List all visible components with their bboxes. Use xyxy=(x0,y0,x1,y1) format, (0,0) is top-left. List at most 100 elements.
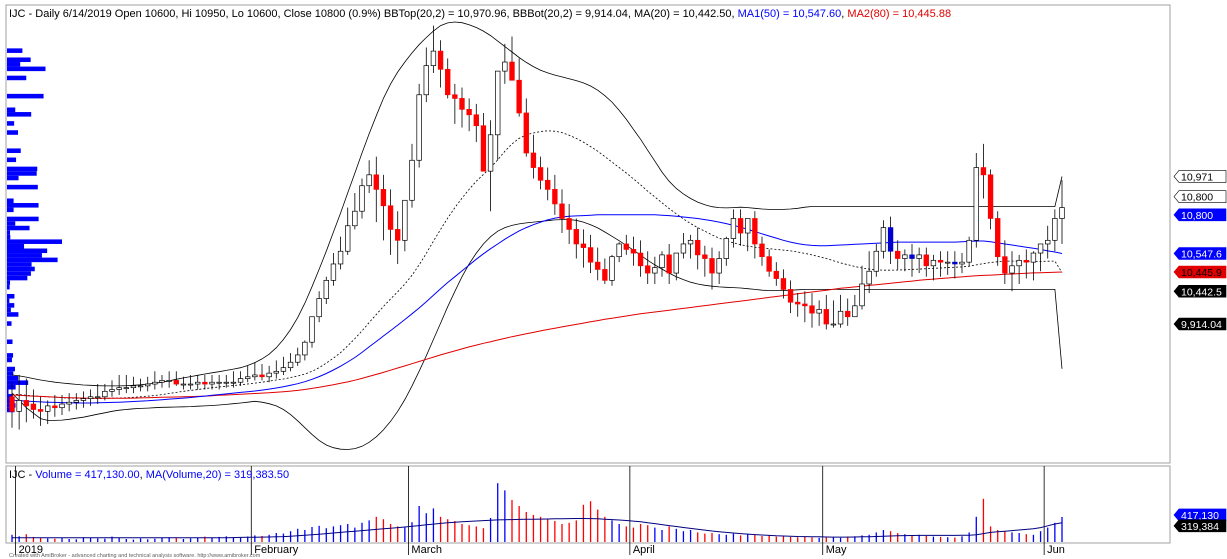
candle-body-141 xyxy=(1016,259,1022,267)
candle-body-99 xyxy=(716,258,722,274)
candle-105 xyxy=(759,236,765,266)
candle-body-139 xyxy=(1002,256,1008,274)
candle-40 xyxy=(295,347,301,366)
candle-body-94 xyxy=(680,243,687,254)
candle-81 xyxy=(587,234,594,274)
candle-7 xyxy=(59,394,65,415)
candle-143 xyxy=(1030,251,1037,281)
volume-tag-0-text: 417,130 xyxy=(1181,510,1219,522)
candle-body-36 xyxy=(266,372,272,378)
candlesticks xyxy=(9,25,1065,430)
candle-23 xyxy=(173,371,179,386)
candle-body-146 xyxy=(1052,218,1058,241)
bb-top-line xyxy=(11,21,1063,387)
candle-76 xyxy=(552,174,558,215)
candle-body-103 xyxy=(745,218,751,234)
profile-bar-15 xyxy=(7,307,11,313)
candle-body-128 xyxy=(923,254,929,267)
volume-tag-1: 319,384 xyxy=(1173,519,1227,533)
candle-121 xyxy=(873,243,879,277)
candle-114 xyxy=(823,294,829,330)
candle-body-2 xyxy=(23,400,29,407)
candle-body-35 xyxy=(259,374,265,378)
profile-bar-24 xyxy=(7,262,32,267)
candle-139 xyxy=(1002,240,1008,284)
candle-body-50 xyxy=(366,174,372,187)
candle-87 xyxy=(630,236,637,266)
candle-111 xyxy=(802,291,808,323)
month-axis-labels: 2019 February March April May Jun xyxy=(19,544,1065,556)
candle-2 xyxy=(23,378,29,423)
candle-68 xyxy=(495,70,501,161)
candle-8 xyxy=(66,393,72,412)
candle-body-140 xyxy=(1009,265,1015,274)
candle-90 xyxy=(652,256,658,284)
profile-bar-53 xyxy=(7,48,23,53)
candle-body-97 xyxy=(702,254,708,259)
candle-body-31 xyxy=(230,381,237,384)
candle-12 xyxy=(95,384,101,405)
candle-1 xyxy=(16,374,22,430)
candle-86 xyxy=(623,234,629,255)
candle-body-73 xyxy=(530,152,537,168)
month-label-1: February xyxy=(254,544,299,556)
candle-body-147 xyxy=(1059,207,1065,219)
candle-body-106 xyxy=(766,256,772,272)
candle-63 xyxy=(459,87,465,128)
candle-133 xyxy=(959,253,965,274)
candle-body-49 xyxy=(359,185,365,212)
candle-body-144 xyxy=(1037,243,1044,254)
profile-bar-43 xyxy=(7,148,21,153)
candle-body-19 xyxy=(145,383,151,387)
candle-body-131 xyxy=(945,261,951,264)
price-axis-tags: 10,971 10,800 10,800 10,547.6 10,445.9 10,442… xyxy=(1173,170,1227,331)
candle-body-14 xyxy=(109,389,115,392)
candle-127 xyxy=(916,247,922,274)
profile-bar-25 xyxy=(7,257,58,263)
candle-71 xyxy=(516,58,522,117)
candle-17 xyxy=(130,376,137,394)
candle-108 xyxy=(780,269,787,299)
candle-body-22 xyxy=(166,380,172,382)
profile-bar-48 xyxy=(7,93,44,99)
profile-bar-26 xyxy=(7,253,42,258)
volume-profile xyxy=(7,48,62,413)
price-tag-5: 10,442.5 xyxy=(1173,284,1227,298)
candle-body-57 xyxy=(416,94,422,161)
candle-body-125 xyxy=(902,254,908,259)
profile-bar-23 xyxy=(7,266,35,272)
price-legend: IJC - Daily 6/14/2019 Open 10600, Hi 109… xyxy=(9,8,951,20)
candle-27 xyxy=(202,374,208,390)
moving-averages xyxy=(11,214,1063,404)
candle-112 xyxy=(809,293,815,328)
candle-128 xyxy=(923,247,929,277)
candle-body-116 xyxy=(837,310,844,325)
candle-body-66 xyxy=(480,125,487,172)
profile-bar-13 xyxy=(7,321,12,326)
candle-body-7 xyxy=(59,403,65,409)
profile-bar-11 xyxy=(7,353,14,358)
candle-body-71 xyxy=(516,79,522,114)
candle-110 xyxy=(795,293,801,317)
candle-14 xyxy=(109,380,115,397)
candle-body-52 xyxy=(380,189,387,207)
candle-body-58 xyxy=(423,65,429,96)
candle-46 xyxy=(337,236,344,270)
candle-146 xyxy=(1052,209,1058,252)
candle-67 xyxy=(487,120,494,212)
candle-body-41 xyxy=(302,341,308,356)
candle-body-47 xyxy=(345,225,351,252)
price-tag-1: 10,800 xyxy=(1173,190,1227,204)
bb-bottom-line xyxy=(11,219,1063,450)
candle-70 xyxy=(509,36,515,81)
candle-34 xyxy=(252,362,258,381)
candle-45 xyxy=(330,253,337,286)
candle-body-37 xyxy=(273,370,279,374)
candle-body-93 xyxy=(673,252,679,274)
candle-5 xyxy=(45,400,51,425)
candle-body-110 xyxy=(795,301,801,305)
candle-15 xyxy=(116,374,122,395)
candle-42 xyxy=(309,316,315,348)
candle-body-109 xyxy=(787,289,794,303)
